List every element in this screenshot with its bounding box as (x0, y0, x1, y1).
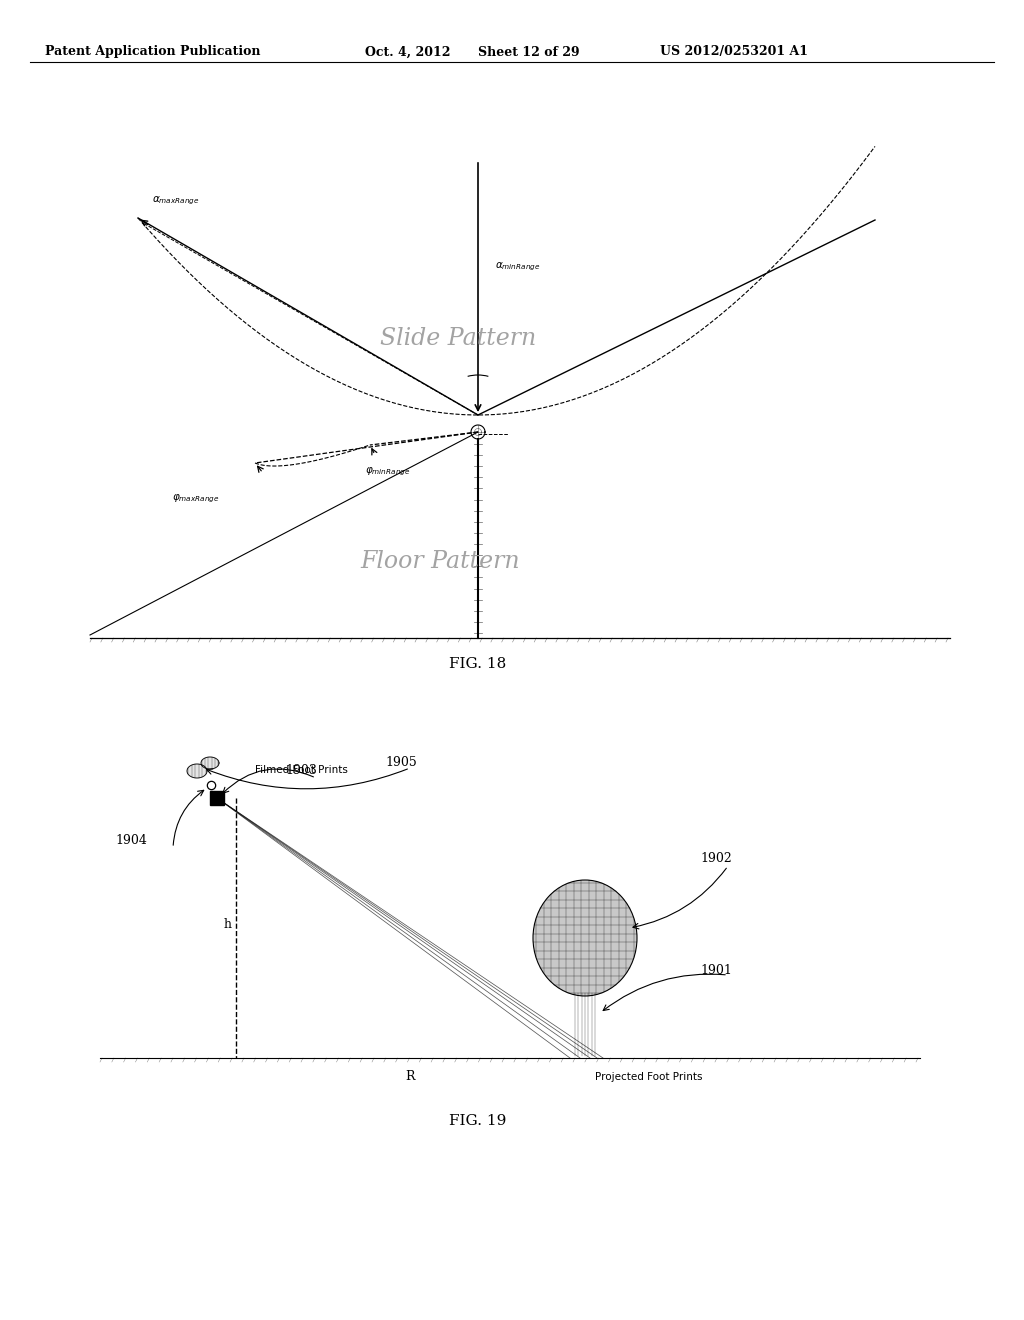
Text: Projected Foot Prints: Projected Foot Prints (595, 1072, 702, 1082)
Text: Sheet 12 of 29: Sheet 12 of 29 (478, 45, 580, 58)
Bar (210, 791, 224, 805)
Text: $\alpha_{maxRange}$: $\alpha_{maxRange}$ (152, 194, 200, 207)
Text: Patent Application Publication: Patent Application Publication (45, 45, 260, 58)
Text: Slide Pattern: Slide Pattern (380, 327, 537, 350)
Polygon shape (201, 756, 219, 770)
Text: $\varphi_{maxRange}$: $\varphi_{maxRange}$ (172, 492, 219, 504)
Text: FIG. 19: FIG. 19 (450, 1114, 507, 1129)
Text: US 2012/0253201 A1: US 2012/0253201 A1 (660, 45, 808, 58)
Text: 1905: 1905 (385, 755, 417, 768)
Text: 1904: 1904 (115, 833, 146, 846)
Text: Filmed Foot Prints: Filmed Foot Prints (255, 766, 348, 775)
Text: Floor Pattern: Floor Pattern (360, 550, 519, 573)
Text: $\alpha_{minRange}$: $\alpha_{minRange}$ (495, 260, 541, 273)
Text: 1903: 1903 (285, 763, 316, 776)
Text: Oct. 4, 2012: Oct. 4, 2012 (365, 45, 451, 58)
Bar (573, 928, 597, 993)
Text: R: R (406, 1071, 415, 1082)
Text: 1901: 1901 (700, 964, 732, 977)
Text: FIG. 18: FIG. 18 (450, 657, 507, 671)
Text: $\varphi_{minRange}$: $\varphi_{minRange}$ (365, 466, 411, 478)
Ellipse shape (534, 880, 637, 997)
Text: 1902: 1902 (700, 851, 732, 865)
Text: h: h (224, 919, 232, 932)
Polygon shape (187, 764, 207, 777)
